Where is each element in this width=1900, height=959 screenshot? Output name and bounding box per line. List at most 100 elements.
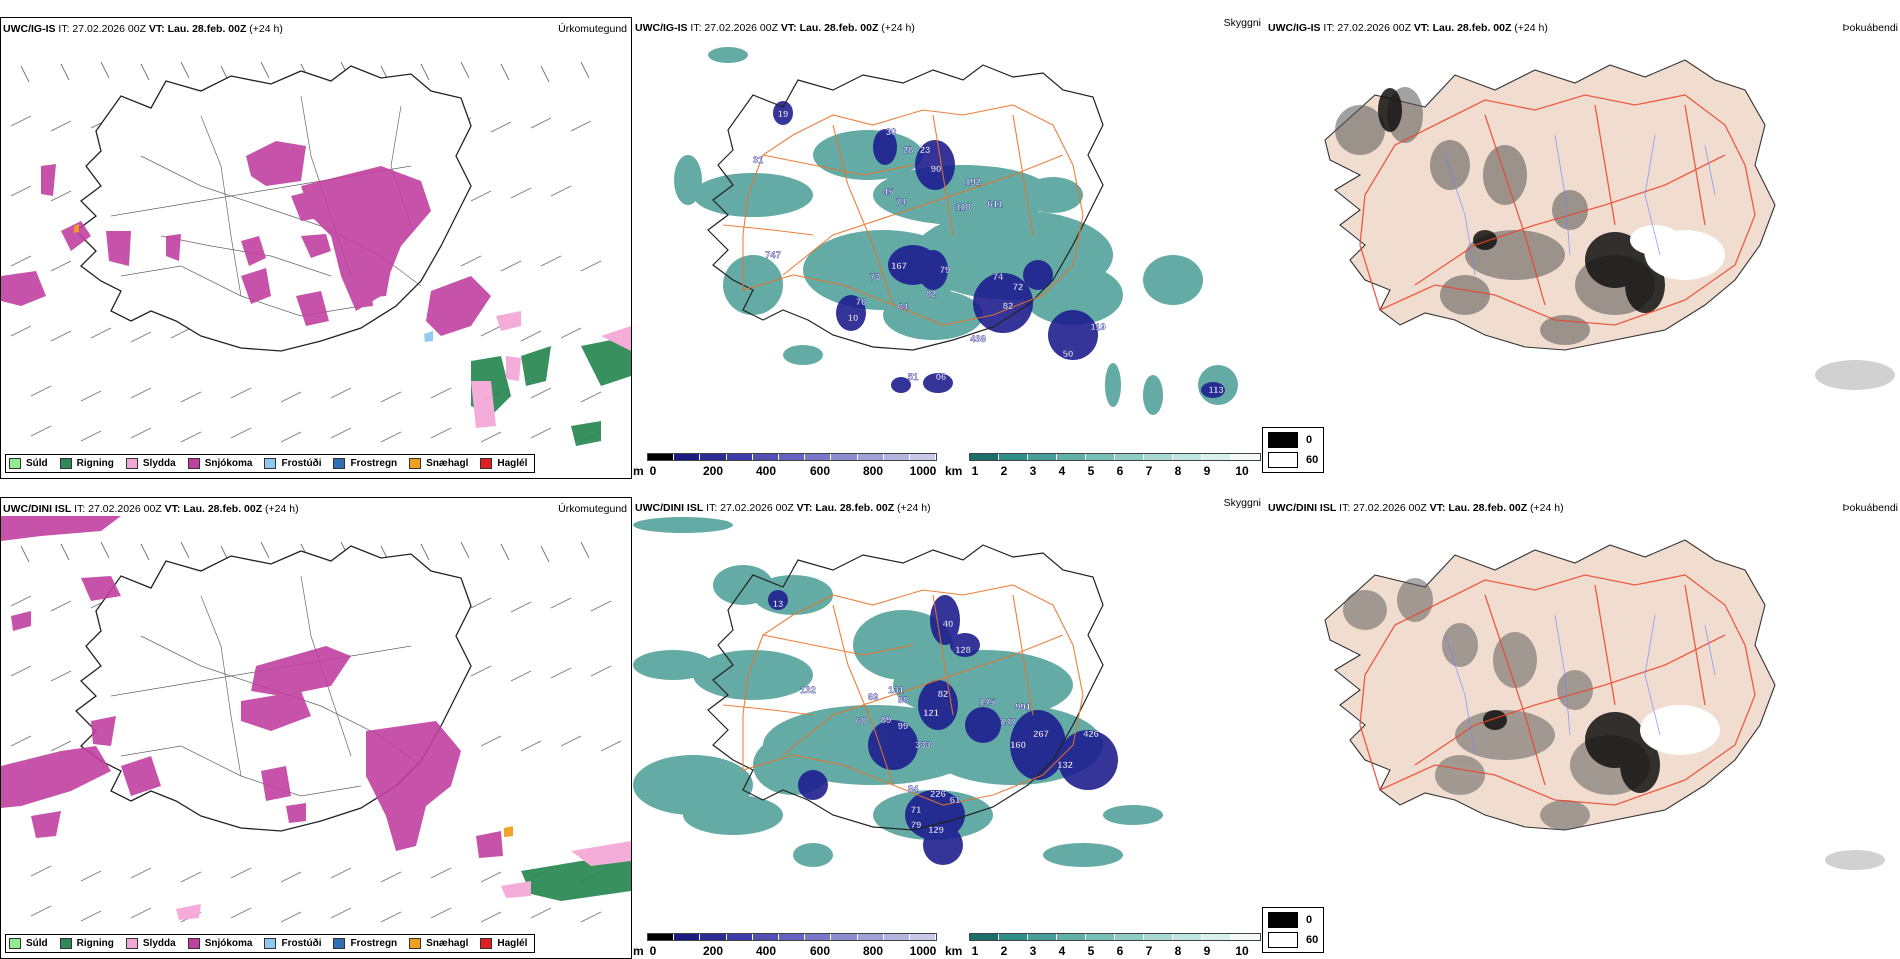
km-unit: km	[945, 944, 963, 958]
height-label: 76	[856, 297, 867, 308]
height-label: 121	[923, 708, 940, 719]
height-label: 333	[915, 740, 931, 751]
km-tick: 5	[1087, 464, 1095, 478]
visibility-panel-top: UWC/IG-IS IT: 27.02.2026 00Z VT: Lau. 28…	[633, 17, 1265, 479]
panel-header: UWC/DINI ISL IT: 27.02.2026 00Z VT: Lau.…	[635, 502, 931, 514]
height-label: 40	[943, 619, 954, 630]
height-label: 113	[1208, 385, 1223, 396]
freezing-rain-swatch	[333, 458, 346, 469]
km-tick: 3	[1029, 464, 1037, 478]
height-label: 438	[970, 334, 986, 345]
height-label: 68	[856, 716, 867, 727]
fog-min-label: 0	[1306, 434, 1313, 446]
height-label: 31	[753, 155, 764, 166]
legend-item-sleet: Slydda	[125, 938, 176, 949]
legend-item-drizzle: Súld	[9, 938, 48, 949]
panel-title: Þokuábendi	[1842, 22, 1898, 34]
height-label: 145	[979, 697, 996, 708]
legend-item-snow-grains: Snæhagl	[409, 938, 468, 949]
sleet-swatch	[125, 938, 138, 949]
height-label: 167	[891, 261, 907, 272]
fog-legend: 0 60	[1262, 427, 1324, 473]
panel-header: UWC/IG-IS IT: 27.02.2026 00Z VT: Lau. 28…	[3, 23, 283, 35]
precip-legend: Súld Rigning Slydda Snjókoma Frostúði Fr…	[5, 454, 536, 473]
km-tick: 6	[1116, 944, 1124, 958]
height-label: 06	[936, 372, 947, 383]
precip-type-panel-bottom: UWC/DINI ISL IT: 27.02.2026 00Z VT: Lau.…	[0, 497, 632, 959]
legend-item-freezing-rain: Frostregn	[333, 458, 397, 469]
height-labels: 19 30 31 28 23 90 45 74 192 611 118 747 …	[753, 109, 1224, 396]
height-label: 132	[800, 685, 816, 696]
height-label: 13	[773, 599, 784, 610]
fog-map	[1324, 59, 1895, 390]
km-colorbar: km 1 2 3 4 5 6 7 8 9 10	[945, 453, 1263, 479]
legend-item-sleet: Slydda	[125, 458, 176, 469]
height-label: 147	[1000, 717, 1016, 728]
hail-swatch	[480, 458, 493, 469]
height-label: 74	[993, 272, 1004, 283]
snow-grains-swatch	[409, 458, 422, 469]
height-label: 160	[1010, 740, 1026, 751]
height-tick: 800	[862, 944, 884, 958]
drizzle-swatch	[9, 938, 21, 949]
height-label: 28	[903, 145, 914, 156]
legend-item-freezing-rain: Frostregn	[333, 938, 397, 949]
visibility-panel-bottom: UWC/DINI ISL IT: 27.02.2026 00Z VT: Lau.…	[633, 497, 1265, 959]
km-tick: 9	[1203, 944, 1211, 958]
legend-item-freezing-drizzle: Frostúði	[264, 458, 321, 469]
panel-title: Skyggni	[1223, 497, 1261, 509]
height-unit: m	[633, 944, 644, 958]
height-label: 74	[896, 197, 907, 208]
legend-item-hail: Haglél	[480, 938, 527, 949]
precip-map	[1, 516, 631, 923]
fog-panel-bottom: UWC/DINI ISL IT: 27.02.2026 00Z VT: Lau.…	[1262, 497, 1900, 959]
visibility-map: 13 40 128 132 131 82 145 991 88 69 121 1…	[633, 517, 1163, 867]
height-tick: 400	[755, 464, 777, 478]
height-label: 50	[1063, 349, 1074, 360]
height-label: 51	[908, 372, 919, 383]
km-tick: 7	[1145, 944, 1153, 958]
panel-header: UWC/IG-IS IT: 27.02.2026 00Z VT: Lau. 28…	[1268, 22, 1548, 34]
km-tick: 2	[1000, 944, 1008, 958]
rain-swatch	[59, 938, 72, 949]
height-label: 226	[930, 789, 946, 800]
legend-item-freezing-drizzle: Frostúði	[264, 938, 321, 949]
height-label: 23	[920, 145, 931, 156]
height-label: 90	[931, 164, 942, 175]
height-label: 64	[898, 302, 909, 313]
km-tick: 4	[1058, 464, 1066, 478]
legend-item-snow-grains: Snæhagl	[409, 458, 468, 469]
precip-legend: Súld Rigning Slydda Snjókoma Frostúði Fr…	[5, 934, 536, 953]
height-label: 991	[1015, 702, 1032, 713]
panel-title: Skyggni	[1223, 17, 1261, 29]
km-tick: 1	[971, 464, 979, 478]
km-tick: 8	[1174, 944, 1182, 958]
height-label: 72	[1013, 282, 1024, 293]
freezing-drizzle-swatch	[264, 938, 277, 949]
height-label: 61	[950, 795, 961, 806]
km-tick: 2	[1000, 464, 1008, 478]
height-label: 611	[987, 199, 1003, 210]
precip-type-panel-top: UWC/IG-IS IT: 27.02.2026 00Z VT: Lau. 28…	[0, 17, 632, 479]
drizzle-swatch	[9, 458, 21, 469]
height-label: 84	[908, 784, 919, 795]
km-tick: 10	[1235, 464, 1249, 478]
height-label: 192	[965, 177, 981, 188]
km-tick: 4	[1058, 944, 1066, 958]
km-unit: km	[945, 464, 963, 478]
height-unit: m	[633, 464, 644, 478]
fog-black-swatch	[1268, 432, 1298, 448]
height-label: 426	[1083, 729, 1099, 740]
height-label: 79	[940, 265, 951, 276]
panel-title: Úrkomutegund	[558, 503, 627, 515]
km-tick: 8	[1174, 464, 1182, 478]
height-tick: 600	[809, 464, 831, 478]
fog-max-label: 60	[1306, 454, 1319, 466]
height-colorbar: m 0 200 400 600 800 1000	[633, 453, 938, 479]
height-label: 19	[778, 109, 789, 120]
height-label: 82	[938, 689, 949, 700]
snow-grains-swatch	[409, 938, 422, 949]
height-label: 131	[888, 685, 905, 696]
height-label: 71	[911, 805, 922, 816]
height-label: 82	[1003, 301, 1014, 312]
